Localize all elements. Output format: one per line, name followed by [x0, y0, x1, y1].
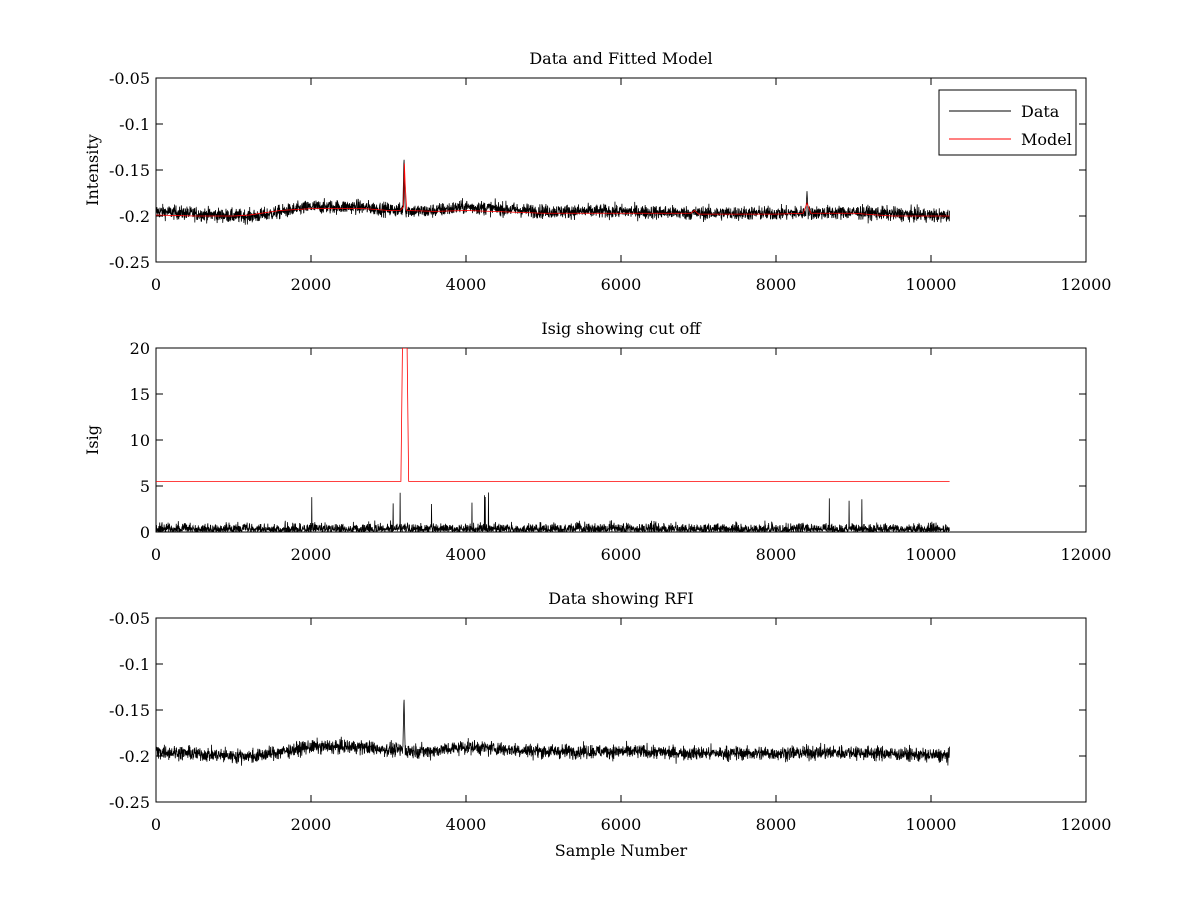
x-tick-label: 12000 — [1061, 815, 1112, 834]
x-tick-label: 10000 — [906, 275, 957, 294]
series-line-data — [156, 492, 950, 532]
y-tick-label: -0.15 — [109, 701, 150, 720]
y-tick-label: -0.1 — [119, 655, 150, 674]
y-tick-label: 5 — [140, 477, 150, 496]
y-tick-label: 0 — [140, 523, 150, 542]
series-line-model — [156, 163, 950, 217]
y-tick-label: 10 — [130, 431, 150, 450]
y-tick-label: -0.2 — [119, 207, 150, 226]
y-tick-label: -0.2 — [119, 747, 150, 766]
y-axis-label: Intensity — [83, 134, 102, 206]
x-tick-label: 2000 — [291, 545, 332, 564]
x-tick-label: 10000 — [906, 815, 957, 834]
chart-title: Isig showing cut off — [541, 319, 702, 338]
y-tick-label: -0.25 — [109, 793, 150, 812]
legend: Data Model — [938, 89, 1077, 156]
chart-title: Data and Fitted Model — [529, 49, 712, 68]
series-line-data — [156, 699, 950, 766]
y-axis-label: Isig — [83, 425, 102, 455]
axes-box — [155, 617, 1087, 803]
x-tick-label: 6000 — [601, 815, 642, 834]
x-tick-label: 12000 — [1061, 275, 1112, 294]
legend-entry-model: Model — [1021, 130, 1072, 149]
x-tick-label: 4000 — [446, 815, 487, 834]
y-tick-label: -0.1 — [119, 115, 150, 134]
subplot-1: 0 2000 4000 6000 8000 10000 12000 -0.05 -0.1 -0.1… — [83, 49, 1111, 294]
y-tick-label: 20 — [130, 339, 150, 358]
y-tick-label: -0.05 — [109, 69, 150, 88]
x-tick-label: 0 — [151, 545, 161, 564]
x-tick-label: 10000 — [906, 545, 957, 564]
x-tick-label: 2000 — [291, 815, 332, 834]
legend-box — [938, 89, 1077, 156]
y-tick-label: -0.05 — [109, 609, 150, 628]
subplot-2: 0 2000 4000 6000 8000 10000 12000 0 5 10 15 20 Isig … — [83, 319, 1111, 564]
x-tick-label: 4000 — [446, 545, 487, 564]
x-tick-label: 0 — [151, 275, 161, 294]
x-axis-label: Sample Number — [555, 841, 688, 860]
x-tick-label: 6000 — [601, 275, 642, 294]
x-tick-label: 8000 — [756, 545, 797, 564]
x-tick-label: 8000 — [756, 815, 797, 834]
series-line-model — [156, 348, 950, 482]
x-tick-label: 8000 — [756, 275, 797, 294]
x-tick-label: 2000 — [291, 275, 332, 294]
x-tick-label: 0 — [151, 815, 161, 834]
y-tick-label: -0.15 — [109, 161, 150, 180]
axes-box — [155, 347, 1087, 533]
axes-box — [155, 77, 1087, 263]
series-line-data — [156, 159, 950, 225]
x-tick-label: 6000 — [601, 545, 642, 564]
subplot-3: 0 2000 4000 6000 8000 10000 12000 -0.05 -0.1 -0.1… — [109, 589, 1111, 860]
x-tick-label: 4000 — [446, 275, 487, 294]
y-tick-label: 15 — [130, 385, 150, 404]
x-tick-label: 12000 — [1061, 545, 1112, 564]
legend-entry-data: Data — [1021, 102, 1060, 121]
y-tick-label: -0.25 — [109, 253, 150, 272]
chart-title: Data showing RFI — [548, 589, 693, 608]
